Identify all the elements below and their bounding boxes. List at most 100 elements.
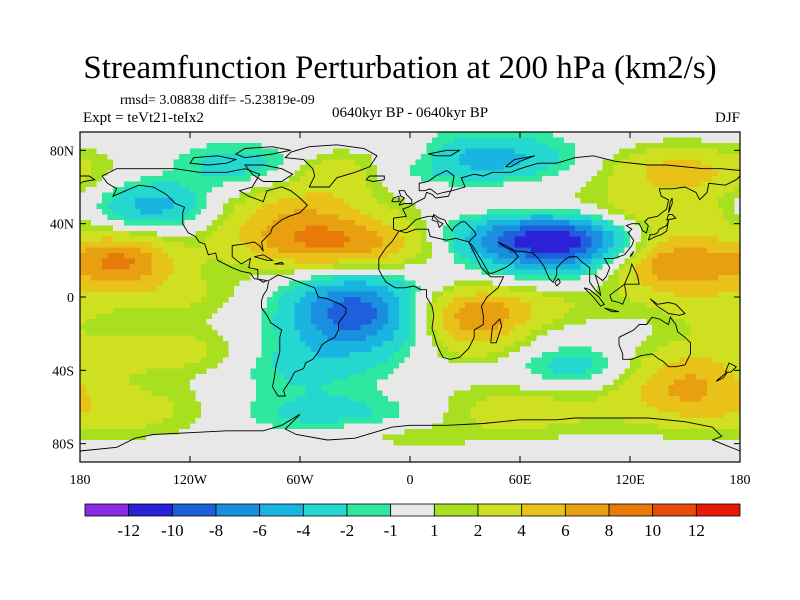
field-cell <box>734 225 741 232</box>
field-cell <box>514 242 521 248</box>
field-cell <box>443 203 449 210</box>
field-cell <box>536 154 543 160</box>
field-cell <box>652 209 658 215</box>
field-cell <box>151 335 158 342</box>
field-cell <box>278 203 284 210</box>
field-cell <box>624 302 631 309</box>
field-cell <box>404 148 411 155</box>
field-cell <box>575 143 581 149</box>
field-cell <box>630 220 636 226</box>
field-cell <box>586 297 592 303</box>
field-cell <box>124 341 130 347</box>
field-cell <box>245 341 251 347</box>
field-cell <box>85 308 92 314</box>
field-cell <box>498 225 504 232</box>
field-cell <box>124 291 130 298</box>
field-cell <box>476 242 482 248</box>
field-cell <box>586 247 592 254</box>
field-cell <box>256 302 262 309</box>
field-cell <box>344 324 350 331</box>
field-cell <box>393 242 400 248</box>
field-cell <box>454 159 460 166</box>
field-cell <box>542 297 548 303</box>
field-cell <box>503 187 510 193</box>
field-cell <box>465 203 471 210</box>
field-cell <box>195 247 202 254</box>
field-cell <box>597 258 603 265</box>
field-cell <box>157 286 163 292</box>
field-cell <box>85 154 92 160</box>
field-cell <box>267 176 273 182</box>
field-cell <box>140 324 147 331</box>
field-cell <box>426 242 433 248</box>
field-cell <box>410 308 416 314</box>
field-cell <box>344 187 350 193</box>
field-cell <box>509 137 515 144</box>
field-cell <box>195 297 202 303</box>
field-cell <box>701 176 708 182</box>
field-cell <box>432 137 438 144</box>
field-cell <box>173 192 180 199</box>
field-cell <box>206 297 213 303</box>
field-cell <box>465 225 471 232</box>
field-cell <box>470 286 477 292</box>
field-cell <box>294 258 301 265</box>
field-cell <box>393 341 400 347</box>
field-cell <box>162 137 169 144</box>
field-cell <box>349 258 356 265</box>
field-cell <box>234 280 240 287</box>
field-cell <box>624 236 631 243</box>
field-cell <box>652 247 658 254</box>
field-cell <box>206 132 213 138</box>
field-cell <box>327 346 334 353</box>
field-cell <box>415 313 422 320</box>
field-cell <box>316 154 323 160</box>
field-cell <box>234 357 240 364</box>
field-cell <box>591 236 598 243</box>
field-cell <box>322 137 328 144</box>
field-cell <box>520 220 526 226</box>
field-cell <box>333 198 339 204</box>
field-cell <box>487 319 493 325</box>
field-cell <box>190 258 196 265</box>
field-cell <box>124 242 130 248</box>
field-cell <box>305 352 312 358</box>
field-cell <box>558 269 565 276</box>
field-cell <box>558 275 565 281</box>
field-cell <box>399 132 405 138</box>
field-cell <box>569 225 576 232</box>
field-cell <box>723 192 730 199</box>
field-cell <box>355 247 361 254</box>
field-cell <box>96 209 103 215</box>
field-cell <box>613 209 620 215</box>
field-cell <box>674 231 680 237</box>
field-cell <box>690 220 697 226</box>
field-cell <box>674 313 680 320</box>
field-cell <box>360 137 367 144</box>
field-cell <box>162 291 169 298</box>
field-cell <box>454 330 460 336</box>
field-cell <box>256 346 262 353</box>
field-cell <box>168 214 174 221</box>
field-cell <box>85 357 92 364</box>
field-cell <box>514 181 521 188</box>
field-cell <box>470 313 477 320</box>
field-cell <box>536 159 543 166</box>
field-cell <box>498 258 504 265</box>
field-cell <box>212 187 218 193</box>
field-cell <box>250 170 257 177</box>
field-cell <box>514 143 521 149</box>
field-cell <box>520 132 526 138</box>
field-cell <box>206 247 213 254</box>
field-cell <box>652 148 658 155</box>
field-cell <box>630 148 636 155</box>
field-cell <box>388 308 394 314</box>
field-cell <box>619 247 625 254</box>
field-cell <box>278 253 284 259</box>
field-cell <box>602 220 609 226</box>
field-cell <box>608 209 614 215</box>
field-cell <box>256 313 262 320</box>
field-cell <box>173 291 180 298</box>
field-cell <box>712 302 719 309</box>
field-cell <box>723 335 730 342</box>
